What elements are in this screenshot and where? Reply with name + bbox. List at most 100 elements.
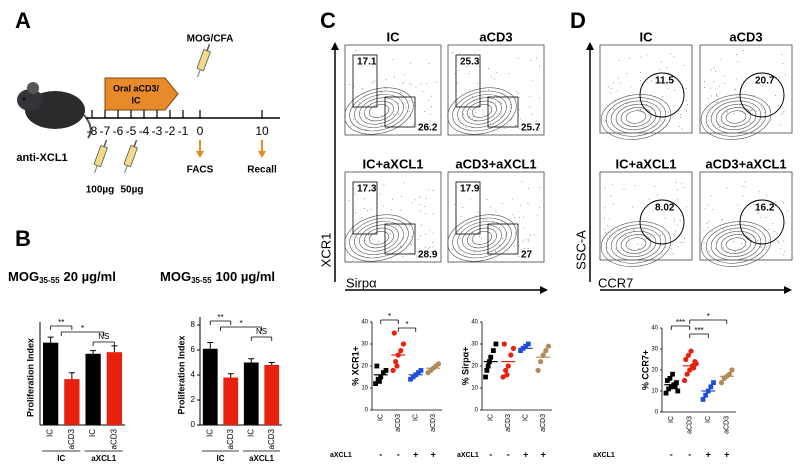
group-label: aXCL1 [91, 454, 116, 463]
mouse-ear [27, 82, 39, 94]
gate [739, 72, 785, 118]
event-dot [666, 67, 668, 69]
event-dot [527, 203, 529, 205]
y-tick-label: 20 [361, 364, 368, 370]
event-dot [522, 129, 524, 131]
event-dot [468, 184, 470, 186]
event-dot [760, 106, 762, 108]
contour-line [620, 107, 652, 127]
event-dot [765, 248, 767, 250]
event-dot [632, 206, 634, 208]
event-dot [518, 256, 520, 257]
event-dot [482, 96, 484, 98]
syringe-needle [197, 69, 201, 78]
event-dot [604, 232, 606, 233]
event-dot [783, 202, 784, 204]
gate [455, 181, 481, 235]
data-point [683, 356, 689, 363]
event-dot [714, 124, 716, 126]
event-dot [610, 195, 612, 197]
event-dot [672, 253, 674, 255]
y-tick-label: 40 [361, 320, 368, 326]
event-dot [521, 248, 523, 250]
row-value: - [379, 449, 382, 459]
event-dot [721, 219, 723, 220]
event-dot [780, 248, 782, 250]
x-tick-label: aCD3 [540, 414, 547, 432]
data-point [685, 352, 692, 358]
event-dot [409, 252, 411, 254]
title-rest: 100 µg/ml [216, 269, 276, 284]
contour-line [620, 234, 652, 254]
event-dot [354, 193, 356, 195]
event-dot [720, 58, 722, 60]
event-dot [356, 237, 358, 239]
event-dot [358, 101, 360, 103]
event-dot [716, 242, 718, 244]
event-dot [487, 89, 489, 91]
event-dot [529, 123, 531, 125]
event-dot [632, 229, 634, 231]
event-dot [482, 218, 484, 220]
event-dot [778, 241, 780, 243]
event-dot [381, 125, 383, 127]
y-tick-label: 40 [651, 326, 658, 332]
flow-y-label: SSC-A [573, 230, 588, 270]
event-dot [420, 210, 421, 212]
event-dot [418, 124, 420, 126]
row-value: - [397, 449, 400, 459]
significance-label: * [81, 324, 84, 333]
dose-label: 50µg [121, 185, 144, 196]
event-dot [668, 237, 670, 239]
event-dot [761, 108, 763, 110]
data-point [484, 368, 490, 373]
event-dot [785, 74, 786, 76]
event-dot [371, 81, 373, 83]
event-dot [722, 228, 724, 230]
event-dot [640, 80, 641, 81]
event-dot [707, 204, 709, 206]
event-dot [665, 247, 667, 249]
event-dot [682, 242, 684, 244]
event-dot [411, 202, 413, 204]
event-dot [760, 217, 761, 219]
event-dot [777, 104, 779, 106]
data-point [373, 381, 378, 386]
contour-line [605, 97, 667, 137]
flow-plot-frame [447, 44, 545, 136]
event-dot [706, 223, 708, 224]
data-point [500, 374, 506, 380]
event-dot [431, 250, 433, 252]
event-dot [377, 95, 379, 97]
event-dot [425, 233, 427, 235]
event-dot [418, 239, 420, 241]
event-dot [704, 80, 706, 82]
syringe-icon [93, 139, 108, 174]
event-dot [673, 90, 675, 92]
significance-label: NS [98, 332, 109, 341]
data-point [708, 384, 714, 390]
contour-line [625, 110, 647, 124]
y-tick-label: 10 [361, 386, 368, 392]
data-point [543, 348, 549, 354]
row-label: aXCL1 [457, 452, 479, 459]
contour-line [725, 237, 747, 251]
event-dot [660, 235, 662, 237]
event-dot [404, 103, 406, 105]
event-dot [504, 127, 506, 129]
event-dot [403, 237, 405, 239]
gate-value: 16.2 [755, 203, 775, 214]
event-dot [508, 73, 510, 75]
y-tick-label: 2 [191, 395, 196, 404]
x-tick-label: aCD3 [109, 428, 118, 449]
event-dot [365, 185, 367, 187]
event-dot [380, 193, 381, 195]
event-dot [613, 203, 615, 205]
data-point [667, 376, 673, 381]
event-dot [402, 82, 404, 84]
y-tick-label: 0 [655, 410, 659, 416]
syringe-needle [124, 165, 128, 174]
event-dot [464, 126, 466, 128]
data-point [390, 367, 396, 373]
event-dot [523, 126, 525, 128]
